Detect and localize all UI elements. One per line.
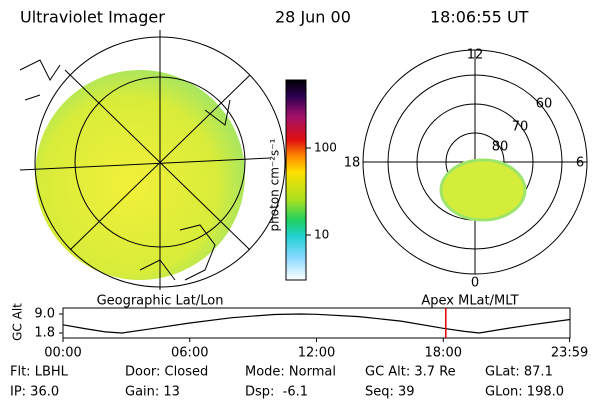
status-field: Seq: 39	[365, 385, 415, 400]
x-tick-label: 12:00	[298, 346, 335, 361]
polar-plot	[362, 49, 588, 275]
orbit-plot: 9.0 1.8 00:00 06:00 12:00 18:00 23:59	[34, 307, 588, 361]
x-tick-label: 00:00	[44, 346, 81, 361]
lat-label: 80	[492, 140, 509, 155]
footer: Flt: LBHL Door: Closed Mode: Normal GC Alt:…	[10, 365, 564, 400]
status-field: GLat: 87.1	[485, 365, 553, 380]
status-field: GC Alt: 3.7 Re	[365, 365, 456, 380]
status-field: Dsp: -6.1	[245, 385, 308, 400]
y-tick-label: 1.8	[34, 326, 55, 341]
colorbar-ticks: 10 100	[306, 141, 337, 242]
time: 18:06:55 UT	[430, 8, 529, 27]
y-tick-label: 9.0	[34, 307, 55, 322]
status-field: IP: 36.0	[10, 385, 59, 400]
mlt-label: 12	[467, 48, 484, 63]
status-field: Mode: Normal	[245, 365, 336, 380]
x-tick-label: 23:59	[551, 346, 588, 361]
caption: Apex MLat/MLT	[421, 294, 518, 309]
title: Ultraviolet Imager	[20, 8, 165, 27]
colorbar-tick-label: 100	[314, 141, 337, 155]
colorbar-label: photon cm⁻²s⁻¹	[268, 138, 282, 231]
status-field: Door: Closed	[125, 365, 208, 380]
earth-image	[19, 30, 286, 290]
mlt-label: 0	[471, 276, 479, 291]
y-axis-label: GC Alt	[11, 303, 25, 341]
date: 28 Jun 00	[275, 8, 351, 27]
x-tick-label: 06:00	[171, 346, 208, 361]
caption: Geographic Lat/Lon	[97, 294, 224, 309]
colorbar-tick-label: 10	[314, 228, 329, 242]
plot-frame	[62, 307, 571, 339]
colorbar	[285, 79, 307, 281]
mlt-label: 18	[344, 156, 361, 171]
x-tick-label: 18:00	[425, 346, 462, 361]
lat-label: 60	[536, 97, 553, 112]
altitude-line	[62, 313, 571, 334]
mlt-label: 6	[576, 156, 584, 171]
status-field: Flt: LBHL	[10, 365, 69, 380]
status-field: Gain: 13	[125, 385, 180, 400]
status-field: GLon: 198.0	[485, 385, 564, 400]
lat-label: 70	[512, 120, 529, 135]
